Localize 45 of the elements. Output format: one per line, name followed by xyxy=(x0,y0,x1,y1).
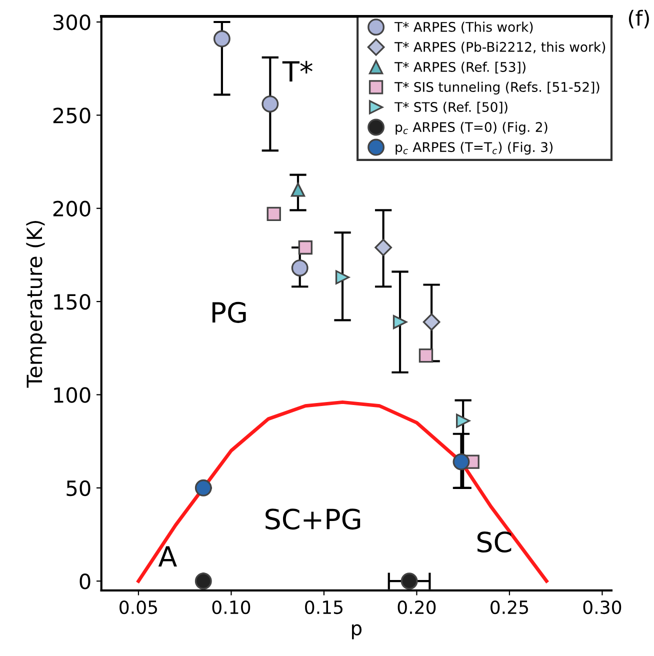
annotation: SC+PG xyxy=(266,508,360,530)
point xyxy=(335,270,350,284)
annotation: PG xyxy=(212,302,246,323)
y-tick-label: 300 xyxy=(53,14,90,30)
point xyxy=(291,260,308,276)
x-tick-label: 0.05 xyxy=(120,600,157,614)
point xyxy=(374,238,392,256)
y-tick-label: 100 xyxy=(54,387,90,403)
point xyxy=(456,414,470,428)
point xyxy=(422,313,440,331)
x-tick-label: 0.15 xyxy=(305,600,342,614)
line-series xyxy=(136,400,548,583)
point xyxy=(290,182,306,197)
point xyxy=(400,572,418,590)
point xyxy=(298,240,313,255)
y-tick-label: 50 xyxy=(66,480,90,496)
point xyxy=(266,206,281,222)
legend-label: T* SIS tunneling (Refs. [51-52]) xyxy=(394,82,600,95)
legend-label: T* ARPES (Pb-Bi2212, this work) xyxy=(394,42,606,54)
y-tick-label: 250 xyxy=(53,108,90,124)
annotation: SC xyxy=(477,532,512,553)
point xyxy=(194,479,212,496)
annotation: A xyxy=(158,546,177,566)
x-axis-title: p xyxy=(352,624,362,640)
legend-label: T* STS (Ref. [50]) xyxy=(394,102,508,114)
x-tick-label: 0.25 xyxy=(490,600,528,614)
y-tick-label: 0 xyxy=(80,574,90,590)
x-tick-label: 0.10 xyxy=(212,600,250,614)
point xyxy=(452,453,470,470)
y-tick-label: 150 xyxy=(54,294,90,310)
legend-label: T* ARPES (Ref. [53]) xyxy=(394,62,526,74)
point xyxy=(194,572,212,590)
point xyxy=(262,96,279,112)
y-axis-title: Temperature (K) xyxy=(26,220,46,388)
annotation: T* xyxy=(282,60,312,82)
point xyxy=(392,314,408,330)
legend-label: p$_{c}$ ARPES (T=T$_{c}$) (Fig. 3) xyxy=(396,142,553,155)
text: (f) xyxy=(628,10,649,28)
x-tick-label: 0.30 xyxy=(583,600,622,614)
legend-label: p$_{c}$ ARPES (T=0) (Fig. 2) xyxy=(396,122,548,135)
y-tick-label: 200 xyxy=(53,200,90,217)
point xyxy=(418,348,434,363)
legend-label: T* ARPES (This work) xyxy=(394,22,533,34)
point xyxy=(213,30,230,48)
x-tick-label: 0.20 xyxy=(398,600,436,614)
